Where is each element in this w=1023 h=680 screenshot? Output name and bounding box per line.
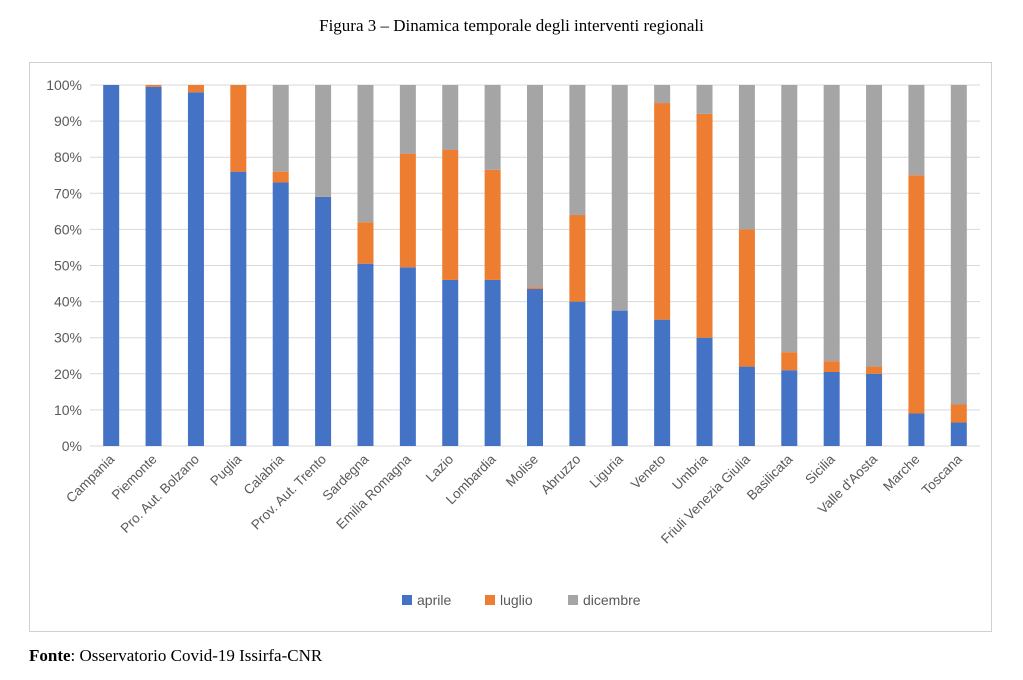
bar-dicembre (908, 85, 924, 175)
bar-dicembre (612, 85, 628, 311)
y-tick-label: 30% (54, 330, 82, 346)
bar-luglio (273, 172, 289, 183)
legend-swatch-aprile (402, 595, 412, 605)
y-tick-label: 40% (54, 294, 82, 310)
bar-dicembre (273, 85, 289, 172)
x-tick-label: Toscana (919, 451, 966, 498)
bar-aprile (103, 85, 119, 446)
bar-luglio (739, 229, 755, 366)
figure-title: Figura 3 – Dinamica temporale degli inte… (0, 16, 1023, 36)
bar-dicembre (315, 85, 331, 197)
bar-aprile (315, 197, 331, 446)
bar-dicembre (654, 85, 670, 103)
bar-aprile (527, 289, 543, 446)
bar-aprile (951, 423, 967, 446)
bar-luglio (230, 85, 246, 172)
bars (103, 85, 967, 446)
bar-aprile (400, 267, 416, 446)
x-tick-label: Molise (503, 452, 541, 490)
x-tick-label: Umbria (669, 451, 711, 493)
legend-label-dicembre: dicembre (583, 592, 641, 608)
bar-aprile (739, 367, 755, 446)
legend-swatch-dicembre (568, 595, 578, 605)
legend-label-aprile: aprile (417, 592, 451, 608)
bar-aprile (146, 87, 162, 446)
x-tick-label: Veneto (628, 452, 668, 492)
y-tick-label: 90% (54, 113, 82, 129)
bar-dicembre (569, 85, 585, 215)
bar-dicembre (442, 85, 458, 150)
y-tick-label: 50% (54, 258, 82, 274)
source-note: Fonte: Osservatorio Covid-19 Issirfa-CNR (29, 646, 322, 666)
bar-dicembre (739, 85, 755, 229)
bar-luglio (357, 222, 373, 264)
bar-luglio (908, 175, 924, 413)
bar-dicembre (824, 85, 840, 361)
y-tick-label: 60% (54, 221, 82, 237)
bar-luglio (442, 150, 458, 280)
bar-aprile (357, 264, 373, 446)
bar-aprile (654, 320, 670, 446)
bar-luglio (146, 85, 162, 87)
bar-aprile (485, 280, 501, 446)
y-tick-label: 80% (54, 149, 82, 165)
bar-aprile (188, 92, 204, 446)
bar-luglio (569, 215, 585, 302)
x-tick-label: Abruzzo (538, 452, 584, 498)
bar-luglio (824, 361, 840, 372)
bar-luglio (866, 367, 882, 374)
bar-dicembre (951, 85, 967, 404)
bar-luglio (527, 287, 543, 289)
x-tick-label: Campania (63, 451, 117, 505)
x-tick-label: Puglia (207, 451, 244, 488)
bar-dicembre (781, 85, 797, 352)
x-tick-label: Pro. Aut. Bolzano (118, 452, 202, 536)
bar-luglio (485, 170, 501, 280)
bar-aprile (697, 338, 713, 446)
bar-aprile (781, 370, 797, 446)
bar-luglio (951, 404, 967, 422)
bar-aprile (442, 280, 458, 446)
source-text: : Osservatorio Covid-19 Issirfa-CNR (71, 646, 323, 665)
source-label: Fonte (29, 646, 71, 665)
bar-aprile (273, 182, 289, 446)
x-tick-label: Sicilia (802, 451, 838, 487)
x-tick-label: Basilicata (744, 451, 796, 503)
bar-aprile (569, 302, 585, 446)
bar-dicembre (697, 85, 713, 114)
bar-luglio (188, 85, 204, 92)
bar-luglio (400, 154, 416, 268)
x-tick-label: Lazio (423, 452, 456, 485)
legend-label-luglio: luglio (500, 592, 533, 608)
bar-dicembre (866, 85, 882, 367)
x-tick-label: Liguria (587, 451, 627, 491)
y-axis-ticks: 0% 10% 20% 30% 40% 50% 60% 70% 80% 90% 100% (46, 77, 82, 454)
stacked-bar-chart: 0% 10% 20% 30% 40% 50% 60% 70% 80% 90% 100% Campan… (30, 63, 991, 631)
bar-dicembre (400, 85, 416, 154)
y-tick-label: 70% (54, 185, 82, 201)
bar-aprile (230, 172, 246, 446)
bar-aprile (824, 372, 840, 446)
chart-area: 0% 10% 20% 30% 40% 50% 60% 70% 80% 90% 100% Campan… (29, 62, 992, 632)
y-tick-label: 0% (62, 438, 82, 454)
bar-luglio (697, 114, 713, 338)
bar-dicembre (527, 85, 543, 287)
legend: aprile luglio dicembre (402, 592, 641, 608)
x-tick-label: Marche (880, 452, 922, 494)
y-tick-label: 20% (54, 366, 82, 382)
bar-luglio (654, 103, 670, 320)
bar-dicembre (357, 85, 373, 222)
bar-aprile (612, 311, 628, 446)
bar-aprile (866, 374, 882, 446)
bar-dicembre (485, 85, 501, 170)
bar-aprile (908, 414, 924, 446)
legend-swatch-luglio (485, 595, 495, 605)
y-tick-label: 100% (46, 77, 82, 93)
x-tick-label: Prov. Aut. Trento (248, 452, 329, 533)
x-tick-label: Emilia Romagna (333, 451, 414, 532)
bar-luglio (781, 352, 797, 370)
y-tick-label: 10% (54, 402, 82, 418)
